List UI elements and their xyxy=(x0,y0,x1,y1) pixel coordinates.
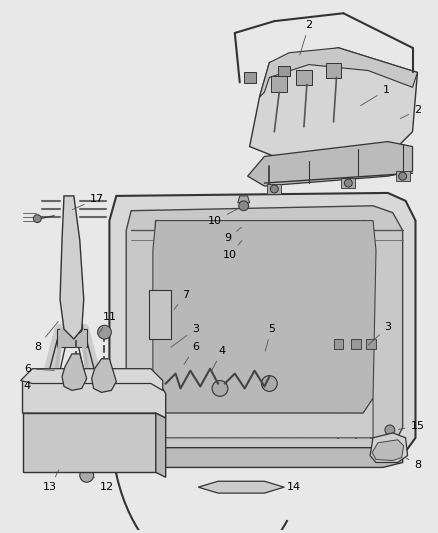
Polygon shape xyxy=(243,72,255,83)
Text: 2: 2 xyxy=(399,105,420,119)
Polygon shape xyxy=(333,339,343,349)
Circle shape xyxy=(212,381,227,397)
Circle shape xyxy=(246,221,256,230)
Polygon shape xyxy=(230,484,249,490)
Circle shape xyxy=(270,185,278,193)
Polygon shape xyxy=(198,481,283,493)
Polygon shape xyxy=(325,62,341,78)
Circle shape xyxy=(69,320,83,334)
Text: 11: 11 xyxy=(98,312,116,335)
Polygon shape xyxy=(237,196,249,203)
Text: 7: 7 xyxy=(174,289,189,309)
Polygon shape xyxy=(267,184,281,194)
Text: 4: 4 xyxy=(24,382,31,391)
Text: 4: 4 xyxy=(211,346,225,371)
Text: 3: 3 xyxy=(170,324,198,348)
Polygon shape xyxy=(22,413,155,472)
Text: 6: 6 xyxy=(184,342,198,365)
Polygon shape xyxy=(148,290,170,339)
Polygon shape xyxy=(295,69,311,85)
Polygon shape xyxy=(341,178,354,188)
Text: 2: 2 xyxy=(299,20,312,55)
Text: 6: 6 xyxy=(24,364,54,374)
Polygon shape xyxy=(271,76,286,92)
Circle shape xyxy=(33,215,41,223)
Polygon shape xyxy=(116,443,402,467)
Text: 14: 14 xyxy=(283,482,300,492)
Polygon shape xyxy=(369,433,406,463)
Text: 9: 9 xyxy=(224,227,241,244)
Polygon shape xyxy=(60,196,84,339)
Circle shape xyxy=(384,425,394,435)
Polygon shape xyxy=(152,221,375,413)
Circle shape xyxy=(261,376,277,391)
Text: 12: 12 xyxy=(94,477,113,492)
Polygon shape xyxy=(22,378,165,418)
Text: 17: 17 xyxy=(72,194,103,209)
Polygon shape xyxy=(350,339,360,349)
Text: 10: 10 xyxy=(208,209,237,225)
Text: 15: 15 xyxy=(398,421,424,431)
Polygon shape xyxy=(278,66,290,76)
Text: 3: 3 xyxy=(367,322,390,345)
Text: 5: 5 xyxy=(265,324,274,351)
Polygon shape xyxy=(62,354,86,390)
Polygon shape xyxy=(259,48,417,97)
Polygon shape xyxy=(57,329,86,347)
Text: 8: 8 xyxy=(404,457,420,471)
Polygon shape xyxy=(92,359,116,392)
Polygon shape xyxy=(109,193,414,465)
Circle shape xyxy=(398,172,406,180)
Polygon shape xyxy=(395,171,409,181)
Circle shape xyxy=(80,469,93,482)
Polygon shape xyxy=(371,440,403,461)
Polygon shape xyxy=(21,369,162,390)
Text: 8: 8 xyxy=(34,321,58,352)
Polygon shape xyxy=(247,142,412,186)
Circle shape xyxy=(344,179,352,187)
Circle shape xyxy=(238,201,248,211)
Text: 10: 10 xyxy=(223,240,241,260)
Polygon shape xyxy=(365,339,375,349)
Polygon shape xyxy=(126,206,402,456)
Polygon shape xyxy=(152,398,372,438)
Text: 13: 13 xyxy=(43,470,59,492)
Text: 1: 1 xyxy=(360,85,389,106)
Circle shape xyxy=(57,461,67,471)
Circle shape xyxy=(97,325,111,339)
Polygon shape xyxy=(249,48,417,166)
Polygon shape xyxy=(155,413,165,477)
Polygon shape xyxy=(245,216,257,223)
